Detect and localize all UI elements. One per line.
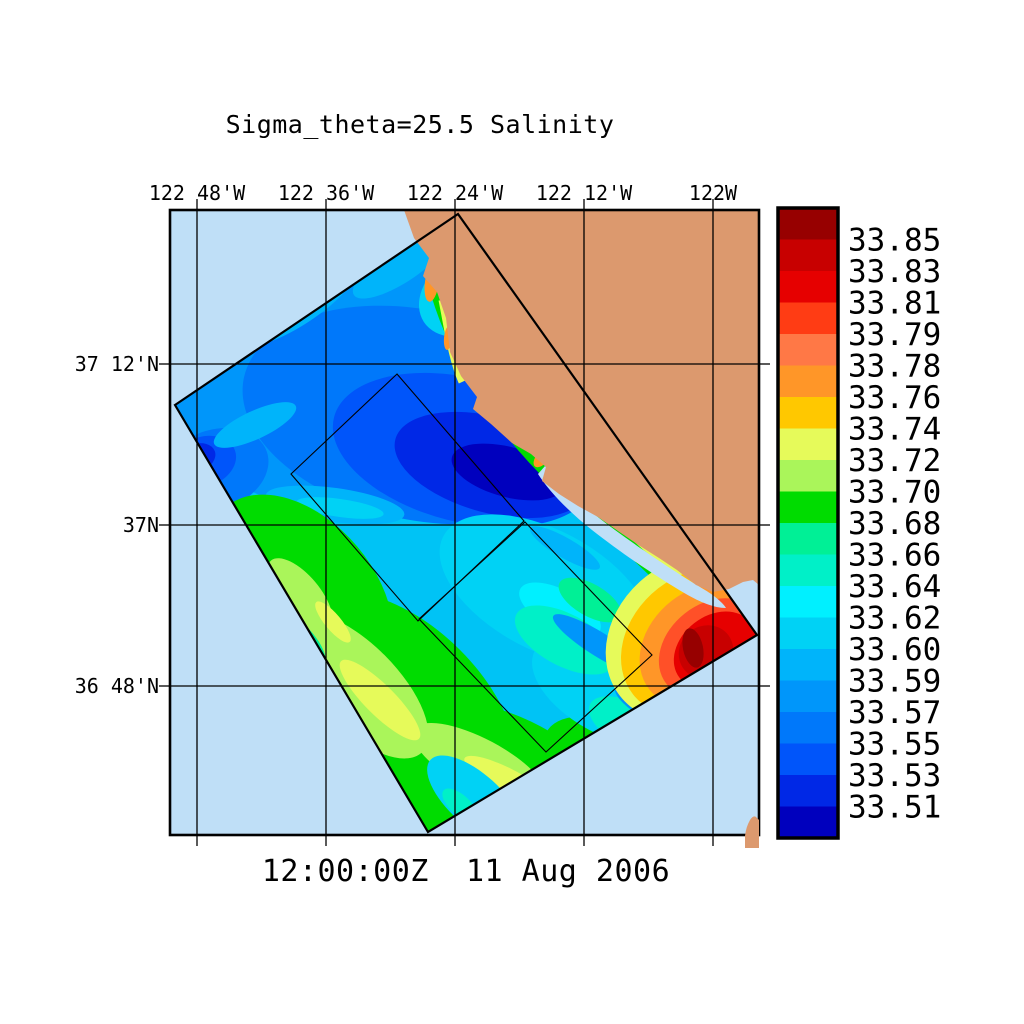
colorbar-value-label: 33.81 [848,286,941,322]
latitude-axis: 37 12'N 37N 36 48'N [75,352,159,698]
colorbar-value-label: 33.85 [848,223,941,259]
colorbar-band [778,743,838,776]
latitude-label: 37 12'N [75,352,159,376]
latitude-label: 36 48'N [75,674,159,698]
colorbar-value-label: 33.59 [848,664,941,700]
contour-region [339,659,421,741]
colorbar-band [778,208,838,241]
contour-region [296,497,384,519]
colorbar-band [778,775,838,808]
colorbar-value-label: 33.72 [848,443,941,479]
colorbar-band [778,365,838,398]
colorbar-band [778,271,838,304]
contour-region [213,402,297,448]
longitude-label: 122 48'W [149,181,246,205]
longitude-label: 122W [689,181,738,205]
survey-swath-outline [173,212,759,834]
colorbar-value-label: 33.53 [848,758,941,794]
colorbar-value-label: 33.78 [848,349,941,385]
land-california-coast [404,210,759,592]
colorbar-value-label: 33.62 [848,601,941,637]
contour-region [315,601,351,643]
colorbar-value-label: 33.79 [848,317,941,353]
colorbar-band [778,428,838,461]
colorbar-band [778,460,838,493]
longitude-label: 122 36'W [278,181,375,205]
timestamp-label: 12:00:00Z 11 Aug 2006 [262,854,670,889]
contour-region [558,577,622,623]
colorbar-value-label: 33.57 [848,695,941,731]
colorbar-band [778,806,838,839]
latitude-label: 37N [123,513,159,537]
inner-survey-box-1 [290,373,525,622]
contour-region [682,628,704,668]
colorbar-band [778,586,838,619]
colorbar-band [778,617,838,650]
colorbar-border [776,206,840,840]
colorbar-band [778,302,838,335]
colorbar-value-label: 33.76 [848,380,941,416]
contour-region [267,558,333,632]
colorbar-value-label: 33.55 [848,727,941,763]
colorbar-band [778,491,838,524]
colorbar-band [778,712,838,745]
longitude-axis: 122 48'W 122 36'W 122 24'W 122 12'W 122W [149,181,738,205]
contour-region [514,605,616,675]
colorbar-value-label: 33.66 [848,538,941,574]
colorbar-band [778,239,838,272]
colorbar-value-label: 33.51 [848,790,941,826]
colorbar-band [778,523,838,556]
colorbar-value-label: 33.74 [848,412,941,448]
colorbar-value-label: 33.70 [848,475,941,511]
colorbar-value-label: 33.64 [848,569,941,605]
colorbar-band [778,680,838,713]
longitude-label: 122 24'W [407,181,504,205]
colorbar-band [778,554,838,587]
colorbar-band [778,334,838,367]
colorbar-value-label: 33.83 [848,254,941,290]
colorbar-band [778,649,838,682]
colorbar-bands [778,208,838,839]
plot-title: Sigma_theta=25.5 Salinity [226,110,615,139]
colorbar-band [778,397,838,430]
inner-survey-box-2 [418,521,653,753]
map-frame [168,208,761,837]
colorbar-value-label: 33.60 [848,632,941,668]
coastal-land-point [745,816,759,848]
colorbar-tick-labels: 33.8533.8333.8133.7933.7833.7633.7433.72… [848,223,941,826]
contour-region [530,526,600,570]
map-gridlines [159,199,770,846]
longitude-label: 122 12'W [536,181,633,205]
colorbar-value-label: 33.68 [848,506,941,542]
